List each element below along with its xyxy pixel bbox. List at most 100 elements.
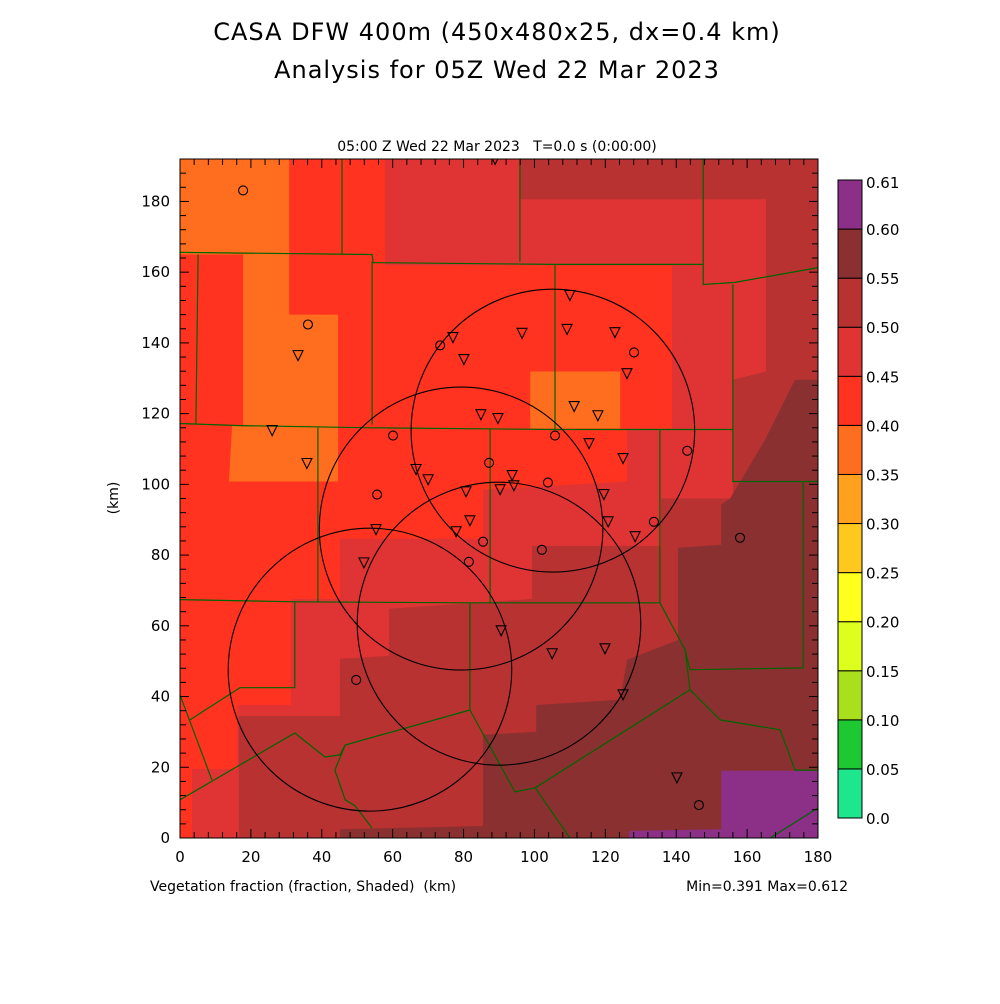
colorbar-swatch xyxy=(837,473,863,525)
station-markers xyxy=(238,159,746,811)
circle-station-marker xyxy=(628,347,640,358)
colorbar-label: 0.50 xyxy=(866,319,899,337)
y-tick-label: 160 xyxy=(141,263,170,281)
range-ring xyxy=(410,288,696,573)
circle-station-marker xyxy=(549,430,561,441)
county-line xyxy=(534,787,571,838)
colorbar-label: 0.05 xyxy=(866,761,899,779)
triangle-station-marker xyxy=(447,332,459,344)
triangle-station-marker xyxy=(561,323,573,336)
triangle-station-marker xyxy=(450,526,463,538)
colorbar-swatch xyxy=(837,326,863,377)
circle-station-marker xyxy=(351,674,362,685)
plot-area xyxy=(180,159,818,838)
range-ring xyxy=(356,481,642,766)
circle-station-marker xyxy=(387,430,399,441)
x-tick-label: 120 xyxy=(591,848,620,866)
triangle-station-marker xyxy=(609,327,621,339)
colorbar-label: 0.45 xyxy=(866,368,899,386)
triangle-station-marker xyxy=(460,486,472,499)
county-boundaries xyxy=(180,159,818,838)
x-tick-label: 180 xyxy=(804,848,833,866)
triangle-station-marker xyxy=(458,353,470,366)
triangle-station-marker xyxy=(583,438,595,450)
triangle-station-marker xyxy=(494,484,506,496)
colorbar-swatch xyxy=(837,179,863,230)
shaded-region xyxy=(339,379,818,838)
triangle-station-marker xyxy=(617,452,629,465)
circle-station-marker xyxy=(238,185,249,196)
triangle-station-marker xyxy=(410,463,422,476)
x-tick-label: 20 xyxy=(241,848,260,866)
y-tick-label: 60 xyxy=(151,617,170,635)
y-tick-label: 180 xyxy=(141,192,170,210)
triangle-station-marker xyxy=(599,643,611,656)
x-tick-label: 40 xyxy=(312,848,331,866)
county-line xyxy=(195,254,199,424)
shaded-field xyxy=(180,159,818,838)
triangle-station-marker xyxy=(617,689,629,702)
county-line xyxy=(659,429,804,671)
y-tick-label: 100 xyxy=(141,475,170,493)
circle-station-marker xyxy=(682,445,693,456)
title-line-1: CASA DFW 400m (450x480x25, dx=0.4 km) xyxy=(213,18,781,46)
circle-station-marker xyxy=(435,340,446,351)
shaded-region xyxy=(530,371,621,429)
triangle-station-marker xyxy=(266,425,279,437)
colorbar-label: 0.40 xyxy=(866,417,899,435)
y-tick-label: 140 xyxy=(141,334,170,352)
range-ring xyxy=(227,527,513,812)
triangle-station-marker xyxy=(592,410,604,422)
plot-subtitle: 05:00 Z Wed 22 Mar 2023 T=0.0 s (0:00:00… xyxy=(337,139,657,155)
triangle-station-marker xyxy=(370,524,382,536)
colorbar-label: 0.15 xyxy=(866,663,899,681)
circle-station-marker xyxy=(372,489,383,500)
county-line xyxy=(732,284,818,483)
y-tick-label: 20 xyxy=(151,758,170,776)
colorbar-swatch xyxy=(837,375,863,426)
colorbar-label: 0.10 xyxy=(866,712,899,730)
x-tick-label: 60 xyxy=(383,848,402,866)
colorbar-swatch xyxy=(837,768,863,819)
triangle-station-marker xyxy=(629,531,641,543)
colorbar-label: 0.61 xyxy=(866,174,899,192)
circle-station-marker xyxy=(477,536,489,547)
x-tick-label: 80 xyxy=(454,848,473,866)
colorbar-label: 0.20 xyxy=(866,614,899,632)
colorbar-label: 0.60 xyxy=(866,221,899,239)
circle-station-marker xyxy=(693,800,704,811)
triangle-station-marker xyxy=(358,557,370,570)
county-line xyxy=(180,422,733,431)
triangle-station-marker xyxy=(475,409,487,421)
radar-range-rings xyxy=(227,288,696,812)
triangle-station-marker xyxy=(301,457,313,470)
colorbar-swatch xyxy=(837,523,863,574)
y-axis-label: (km) xyxy=(106,482,122,515)
triangle-station-marker xyxy=(598,489,610,501)
x-tick-label: 100 xyxy=(520,848,549,866)
triangle-station-marker xyxy=(292,350,304,362)
triangle-station-marker xyxy=(422,474,435,486)
colorbar-swatch xyxy=(837,572,863,623)
triangle-station-marker xyxy=(568,401,581,413)
min-max-label: Min=0.391 Max=0.612 xyxy=(686,879,848,895)
x-tick-label: 140 xyxy=(662,848,691,866)
triangle-station-marker xyxy=(671,772,683,785)
triangle-station-marker xyxy=(621,368,633,380)
colorbar-label: 0.30 xyxy=(866,516,899,534)
triangle-station-marker xyxy=(506,469,519,482)
circle-station-marker xyxy=(734,532,746,543)
triangle-station-marker xyxy=(602,516,615,529)
title-line-2: Analysis for 05Z Wed 22 Mar 2023 xyxy=(274,56,720,84)
triangle-station-marker xyxy=(563,289,576,302)
y-tick-label: 40 xyxy=(151,688,170,706)
circle-station-marker xyxy=(536,544,547,555)
colorbar-swatch xyxy=(837,719,863,770)
range-ring xyxy=(318,386,604,671)
x-tick-label: 160 xyxy=(733,848,762,866)
circle-station-marker xyxy=(463,556,474,567)
triangle-station-marker xyxy=(516,327,528,340)
shaded-region xyxy=(629,770,818,838)
county-line xyxy=(469,689,691,793)
colorbar: 0.0 0.05 0.10 0.15 0.20 0.25 0.30 0.35 0.40 0.45 0… xyxy=(837,174,899,828)
